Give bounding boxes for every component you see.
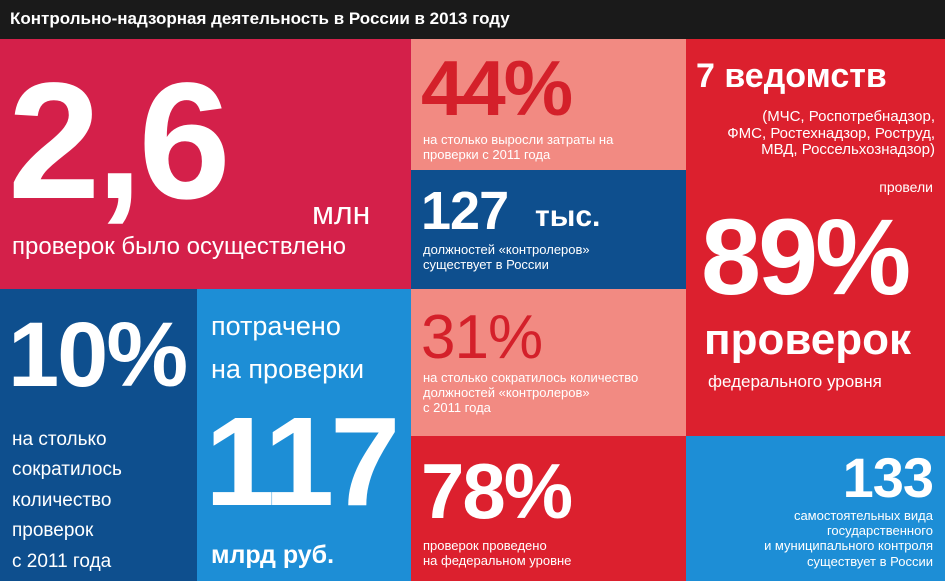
caption-line: с 2011 года	[12, 550, 112, 572]
controllers-value: 127	[421, 181, 509, 241]
inspections-total-value: 2,6	[8, 49, 231, 234]
cost-growth-value-text: 44%	[421, 44, 573, 132]
tile-cost-growth: 44% на столько выросли затраты на провер…	[411, 39, 686, 170]
tile-control-types: 133 самостоятельных вида государственног…	[686, 436, 945, 581]
intro-line: на проверки	[211, 354, 365, 385]
caption-line: с 2011 года	[423, 400, 491, 416]
tile-controllers: 127 тыс. должностей «контролеров» сущест…	[411, 170, 686, 289]
agencies-title: 7 ведомств	[696, 57, 887, 95]
controllers-unit: тыс.	[535, 200, 601, 233]
cost-growth-caption: на столько выросли затраты на проверки с…	[423, 132, 613, 162]
spending-unit: млрд руб.	[211, 541, 335, 569]
caption-line: существует в России	[807, 553, 933, 569]
control-types-caption: самостоятельных вида государственного и …	[764, 508, 933, 569]
agencies-sublabel: федерального уровня	[708, 372, 882, 391]
intro-line: потрачено	[211, 311, 341, 341]
caption-line: должностей «контролеров»	[423, 242, 590, 257]
caption-line: существует в России	[423, 257, 549, 273]
inspections-drop-value: 10%	[8, 304, 188, 406]
caption-line: должностей «контролеров»	[423, 385, 590, 401]
agency-line: (МЧС, Роспотребнадзор,	[762, 108, 935, 125]
caption-line: и муниципального контроля	[764, 538, 933, 554]
caption-line: проверок проведено	[423, 538, 547, 553]
tile-agencies: 7 ведомств (МЧС, Роспотребнадзор, ФМС, Р…	[686, 39, 945, 436]
tile-spending: потрачено на проверки 117 млрд руб.	[197, 289, 411, 581]
agencies-conducted: провели	[879, 179, 933, 195]
agencies-percent: 89%	[701, 196, 911, 317]
agency-line: МВД, Россельхознадзор)	[761, 141, 935, 158]
inspections-drop-caption: на столько сократилось количество провер…	[12, 425, 122, 577]
caption-line: на столько	[12, 429, 107, 450]
caption-line: сократилось	[12, 459, 122, 481]
caption-line: самостоятельных вида	[793, 508, 933, 523]
inspections-total-caption: проверок было осуществлено	[12, 233, 346, 260]
tile-inspections-total: 2,6 млн проверок было осуществлено	[0, 39, 411, 289]
tile-inspections-drop: 10% на столько сократилось количество пр…	[0, 289, 197, 581]
federal-share-value: 78%	[421, 447, 573, 535]
caption-line: проверок	[12, 520, 94, 542]
controllers-drop-value: 31%	[421, 303, 543, 372]
controllers-drop-caption: на столько сократилось количество должно…	[423, 370, 638, 416]
caption-line: на федеральном уровне	[423, 553, 572, 569]
control-types-value: 133	[842, 446, 934, 509]
caption-line: государственного	[826, 523, 933, 539]
header-bar: Контрольно-надзорная деятельность в Росс…	[0, 0, 945, 39]
tile-controllers-drop: 31% на столько сократилось количество до…	[411, 289, 686, 436]
agencies-label: проверок	[704, 315, 912, 364]
agencies-list: (МЧС, Роспотребнадзор, ФМС, Ростехнадзор…	[727, 108, 935, 159]
caption-line: количество	[12, 489, 112, 511]
inspections-total-unit: млн	[312, 195, 371, 231]
controllers-caption: должностей «контролеров» существует в Ро…	[423, 242, 590, 272]
spending-intro: потрачено на проверки	[211, 305, 364, 391]
caption-line: на столько сократилось количество	[423, 370, 639, 385]
tile-federal-share: 78% проверок проведено на федеральном ур…	[411, 436, 686, 581]
caption-line: на столько выросли затраты на	[423, 132, 614, 147]
agency-line: ФМС, Ростехнадзор, Роструд,	[727, 124, 935, 142]
caption-line: проверки с 2011 года	[423, 147, 551, 163]
federal-share-caption: проверок проведено на федеральном уровне	[423, 538, 571, 568]
page-title: Контрольно-надзорная деятельность в Росс…	[10, 9, 510, 28]
spending-value: 117	[205, 391, 400, 532]
